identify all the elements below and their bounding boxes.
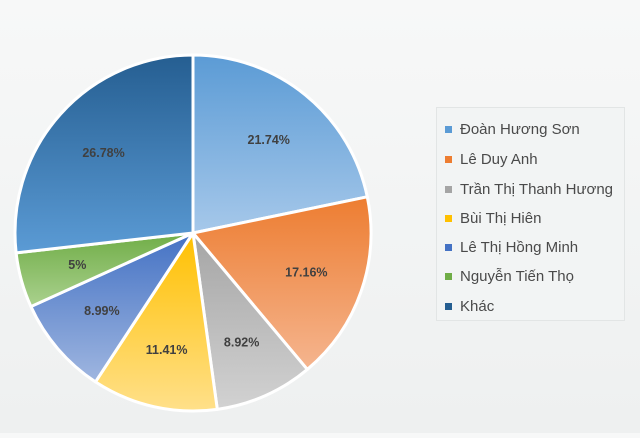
legend-item-tran-thi-thanh-huong: Trần Thị Thanh Hương: [445, 178, 613, 200]
pie-data-label: 8.92%: [224, 336, 259, 350]
legend-swatch: [445, 214, 452, 222]
legend-item-le-thi-hong-minh: Lê Thị Hồng Minh: [445, 236, 578, 258]
legend-item-khac: Khác: [445, 295, 494, 317]
pie-slices: [13, 53, 373, 413]
pie-slice: [191, 53, 369, 235]
legend-label: Bùi Thị Hiên: [460, 209, 542, 227]
legend-item-nguyen-tien-tho: Nguyễn Tiến Thọ: [445, 265, 574, 287]
legend-swatch: [445, 272, 452, 280]
legend-item-le-duy-anh: Lê Duy Anh: [445, 148, 538, 170]
legend-label: Trần Thị Thanh Hương: [460, 180, 614, 198]
legend-item-bui-thi-hien: Bùi Thị Hiên: [445, 207, 541, 229]
pie-data-label: 26.78%: [82, 146, 124, 160]
legend-label: Khác: [460, 297, 495, 315]
legend-swatch: [445, 302, 452, 310]
pie-data-label: 5%: [68, 258, 86, 272]
pie-slice: [191, 195, 373, 371]
pie-slice: [191, 231, 309, 411]
legend-label: Lê Duy Anh: [460, 150, 538, 168]
pie-data-label: 8.99%: [84, 304, 119, 318]
pie-slice: [29, 231, 195, 384]
pie-data-label: 11.41%: [146, 343, 188, 357]
legend-item-doan-huong-son: Đoàn Hương Sơn: [445, 118, 580, 140]
pie-data-labels: 21.74% 17.16% 8.92% 11.41% 8.99% 5% 26.78%: [68, 133, 327, 357]
legend-label: Lê Thị Hồng Minh: [460, 238, 579, 256]
chart-legend: Đoàn Hương Sơn Lê Duy Anh Trần Thị Thanh…: [436, 107, 625, 321]
legend-swatch: [445, 243, 452, 251]
pie-slice: [93, 231, 219, 413]
pie-data-label: 17.16%: [285, 265, 327, 279]
legend-label: Đoàn Hương Sơn: [460, 120, 580, 138]
pie-slice: [13, 53, 195, 255]
pie-data-label: 21.74%: [248, 133, 290, 147]
legend-swatch: [445, 125, 452, 133]
legend-swatch: [445, 155, 452, 163]
legend-swatch: [445, 185, 452, 193]
legend-label: Nguyễn Tiến Thọ: [460, 267, 574, 285]
